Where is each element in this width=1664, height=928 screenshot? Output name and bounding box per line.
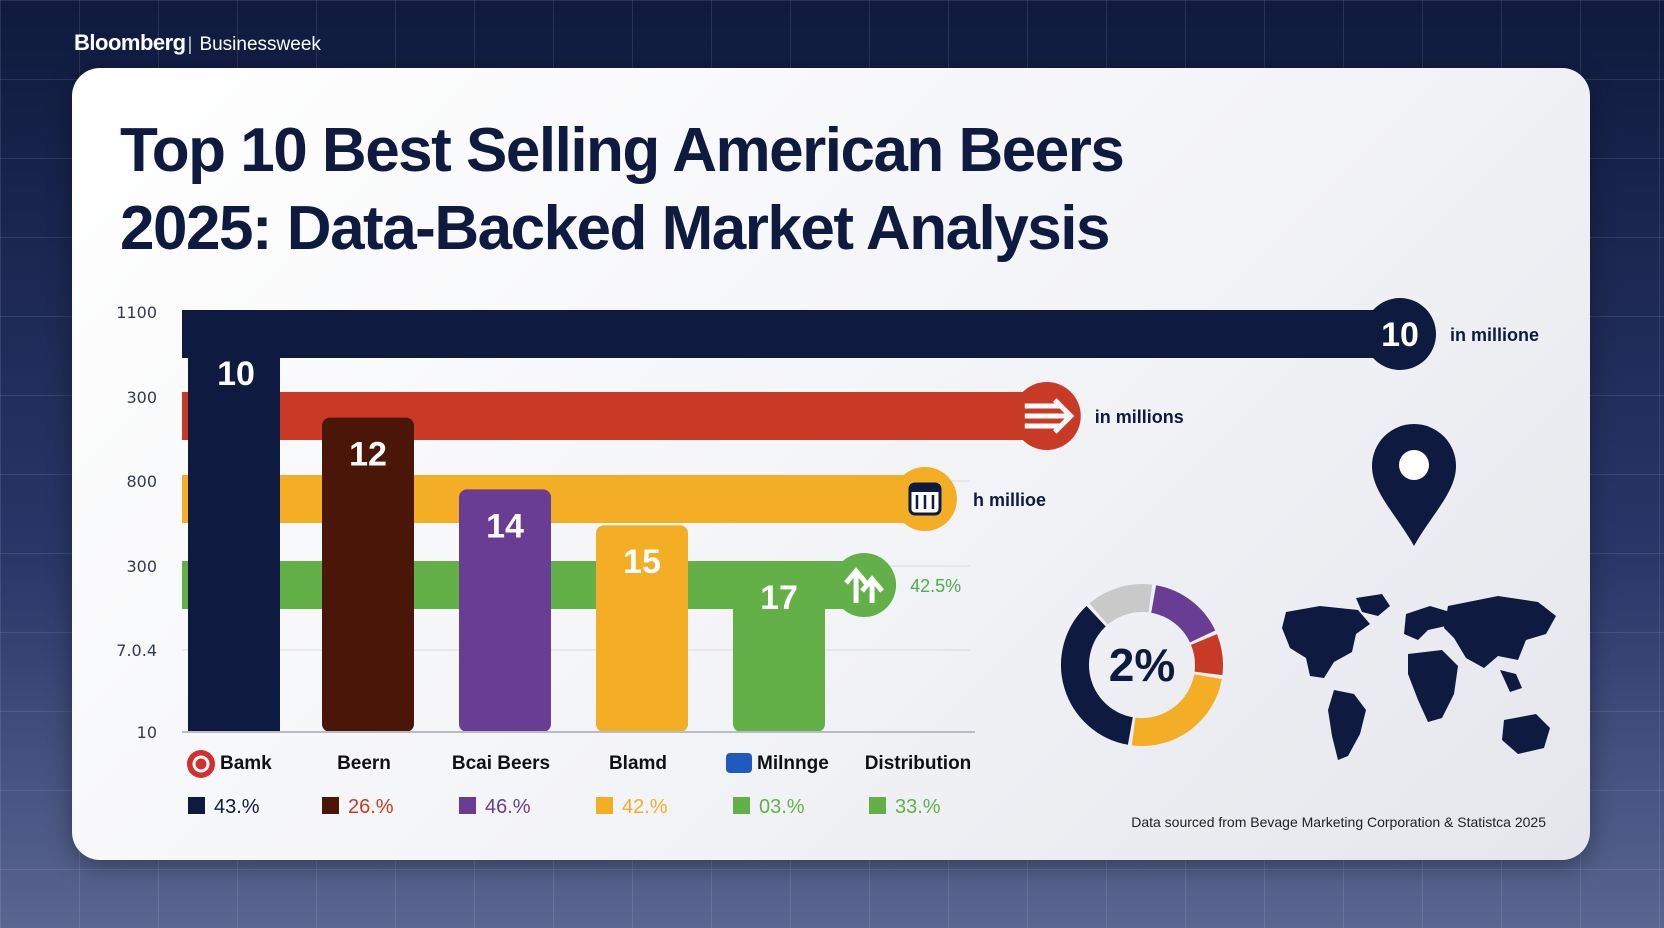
series-line-bar bbox=[182, 310, 1400, 358]
series-line-bar bbox=[182, 392, 1047, 440]
brand-name: Bloomberg bbox=[74, 30, 186, 55]
bar-label: 10 bbox=[217, 355, 255, 393]
legend-swatch bbox=[733, 797, 750, 814]
y-tick-label: 800 bbox=[126, 472, 157, 491]
legend-swatch bbox=[869, 797, 886, 814]
arrow-head bbox=[1053, 398, 1075, 434]
series-line-label: in millione bbox=[1450, 325, 1539, 345]
category-label: Blamd bbox=[609, 753, 667, 774]
legend-value: 03.% bbox=[759, 796, 805, 818]
number-badge bbox=[1364, 298, 1436, 370]
bar bbox=[322, 417, 414, 732]
bar bbox=[459, 489, 551, 732]
legend-value: 43.% bbox=[214, 796, 260, 818]
bars: 10 12 14 15 17 bbox=[182, 310, 975, 733]
legend-swatch bbox=[188, 797, 205, 814]
y-tick-label: 1100 bbox=[116, 303, 157, 322]
legend-swatch bbox=[322, 797, 339, 814]
arrow-icon bbox=[1024, 398, 1075, 434]
donut-chart: 2% bbox=[1061, 584, 1223, 746]
title-line-2: 2025: Data-Backed Market Analysis bbox=[120, 194, 1110, 263]
brand-logo: Bloomberg | Businessweek bbox=[74, 30, 321, 56]
donut-segment bbox=[1089, 584, 1153, 625]
series-line-label: h millioe bbox=[973, 490, 1046, 510]
title-line-1: Top 10 Best Selling American Beers bbox=[120, 116, 1125, 185]
bar bbox=[596, 525, 688, 732]
legend-swatch bbox=[596, 797, 613, 814]
category-label: Beern bbox=[337, 753, 391, 774]
bar-label: 14 bbox=[486, 507, 524, 545]
y-tick-label: 7.0.4 bbox=[116, 641, 157, 660]
brand-sub: Businessweek bbox=[199, 34, 321, 55]
growth-arrow-icon bbox=[844, 567, 885, 603]
bar-label: 15 bbox=[623, 543, 661, 581]
y-tick-label: 300 bbox=[126, 557, 157, 576]
arrow-stripes bbox=[1024, 403, 1067, 429]
source-note: Data sourced from Bevage Marketing Corpo… bbox=[1131, 814, 1546, 830]
donut-center-label: 2% bbox=[1109, 639, 1175, 691]
map-pin-icon bbox=[1372, 424, 1456, 546]
legend-value: 26.% bbox=[348, 796, 394, 818]
world-map-icon bbox=[1282, 594, 1556, 760]
bar-label: 12 bbox=[349, 436, 387, 474]
badge-value: 10 bbox=[1381, 316, 1419, 354]
brand-logo-icon bbox=[726, 753, 752, 773]
legend: 43.% 26.% 46.% 42.% 03.% 33.% bbox=[188, 796, 941, 818]
growth-arrow-right bbox=[860, 575, 885, 603]
y-tick-label: 10 bbox=[137, 723, 157, 742]
donut-segment bbox=[1150, 585, 1216, 643]
legend-value: 33.% bbox=[895, 796, 941, 818]
calendar-icon bbox=[908, 482, 942, 516]
category-label: Bamk bbox=[220, 753, 272, 774]
bar bbox=[733, 561, 825, 732]
brand-logo-icon-ring bbox=[192, 755, 210, 773]
calendar-columns bbox=[915, 495, 935, 509]
page-title: Top 10 Best Selling American Beers 2025:… bbox=[120, 112, 1125, 268]
legend-value: 42.% bbox=[622, 796, 668, 818]
brand-logo-icon bbox=[187, 750, 215, 778]
bar-top-join bbox=[188, 356, 280, 360]
donut-segment bbox=[1061, 606, 1134, 745]
series-line-label: in millions bbox=[1095, 407, 1184, 427]
legend-swatch bbox=[459, 797, 476, 814]
category-label: Distribution bbox=[865, 753, 972, 774]
series-line-bar bbox=[182, 475, 925, 523]
category-label: Bcai Beers bbox=[452, 753, 550, 774]
growth-arrow-left bbox=[844, 567, 869, 603]
series-line-label: 42.5% bbox=[910, 576, 961, 596]
category-labels: Bamk Beern Bcai Beers Blamd Milnnge Distribut… bbox=[187, 750, 971, 778]
bar-label: 17 bbox=[760, 579, 798, 617]
y-axis-ticks: 1100 300 800 300 7.0.4 10 bbox=[116, 303, 157, 742]
y-tick-label: 300 bbox=[126, 388, 157, 407]
legend-value: 46.% bbox=[485, 796, 531, 818]
bar bbox=[188, 310, 280, 732]
calendar-header bbox=[909, 484, 940, 492]
donut-segment bbox=[1190, 634, 1223, 676]
category-label: Milnnge bbox=[757, 753, 829, 774]
donut-segment bbox=[1131, 673, 1222, 746]
brand-separator: | bbox=[187, 34, 193, 54]
